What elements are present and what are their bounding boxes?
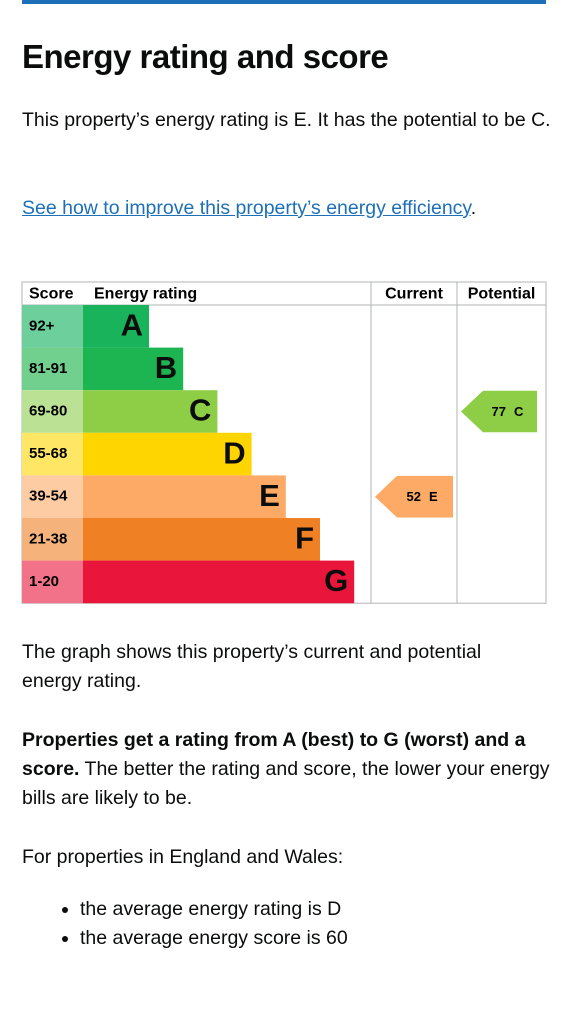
header-score: Score	[29, 286, 74, 303]
band-score: 21-38	[29, 530, 67, 547]
band-bar	[83, 347, 184, 391]
score-cell	[22, 347, 83, 391]
heading: Energy rating and score	[22, 38, 389, 75]
potential-rating: C	[514, 404, 524, 419]
scale-note-rest: The better the rating and score, the low…	[22, 758, 550, 809]
header-potential: Potential	[468, 286, 536, 303]
band-letter: F	[295, 520, 314, 555]
band-score: 55-68	[29, 445, 67, 462]
link-suffix: .	[470, 197, 477, 219]
band-bar	[83, 518, 320, 561]
link-paragraph: See how to improve this property’s energ…	[22, 194, 552, 223]
header-current: Current	[385, 286, 443, 303]
band-score: 81-91	[29, 360, 67, 377]
bullet: the average energy rating is D	[80, 895, 348, 924]
band-letter: A	[121, 307, 143, 342]
score-cell	[22, 432, 83, 476]
potential-arrow	[461, 390, 537, 433]
improve-link[interactable]: See how to improve this property’s energ…	[22, 197, 471, 219]
band-letter: B	[155, 350, 177, 385]
band-score: 1-20	[29, 573, 59, 590]
bullet: the average energy score is 60	[80, 924, 348, 953]
top-bar	[22, 0, 546, 4]
band-bar	[83, 390, 218, 433]
band-bar	[83, 475, 286, 518]
current-rating: E	[429, 489, 438, 504]
band-score: 92+	[29, 317, 55, 334]
score-cell	[22, 518, 83, 561]
band-letter: G	[324, 563, 348, 598]
score-cell	[22, 475, 83, 518]
band-score: 69-80	[29, 402, 67, 419]
scale-note: Properties get a rating from A (best) to…	[22, 726, 552, 813]
score-cell	[22, 305, 83, 348]
band-bar	[83, 305, 149, 348]
current-arrow	[375, 475, 453, 518]
band-bar	[83, 432, 252, 476]
scale-note-bold: Properties get a rating from A (best) to…	[22, 729, 526, 780]
band-letter: D	[223, 435, 245, 470]
band-letter: C	[189, 393, 211, 428]
header-rating: Energy rating	[94, 286, 197, 303]
graph-note: The graph shows this property’s current …	[22, 641, 482, 692]
score-cell	[22, 560, 83, 604]
score-cell	[22, 390, 83, 433]
region-note: For properties in England and Wales:	[22, 846, 344, 868]
rating-chart: Score Energy rating Current Potential 92+ A 81…	[21, 281, 547, 604]
intro: This property’s energy rating is E. It h…	[22, 109, 551, 131]
band-score: 39-54	[29, 488, 68, 505]
bullet-list: the average energy rating is Dthe averag…	[22, 895, 348, 953]
band-letter: E	[259, 478, 280, 513]
band-bar	[83, 560, 355, 604]
potential-score: 77	[492, 404, 506, 419]
current-score: 52	[407, 489, 421, 504]
